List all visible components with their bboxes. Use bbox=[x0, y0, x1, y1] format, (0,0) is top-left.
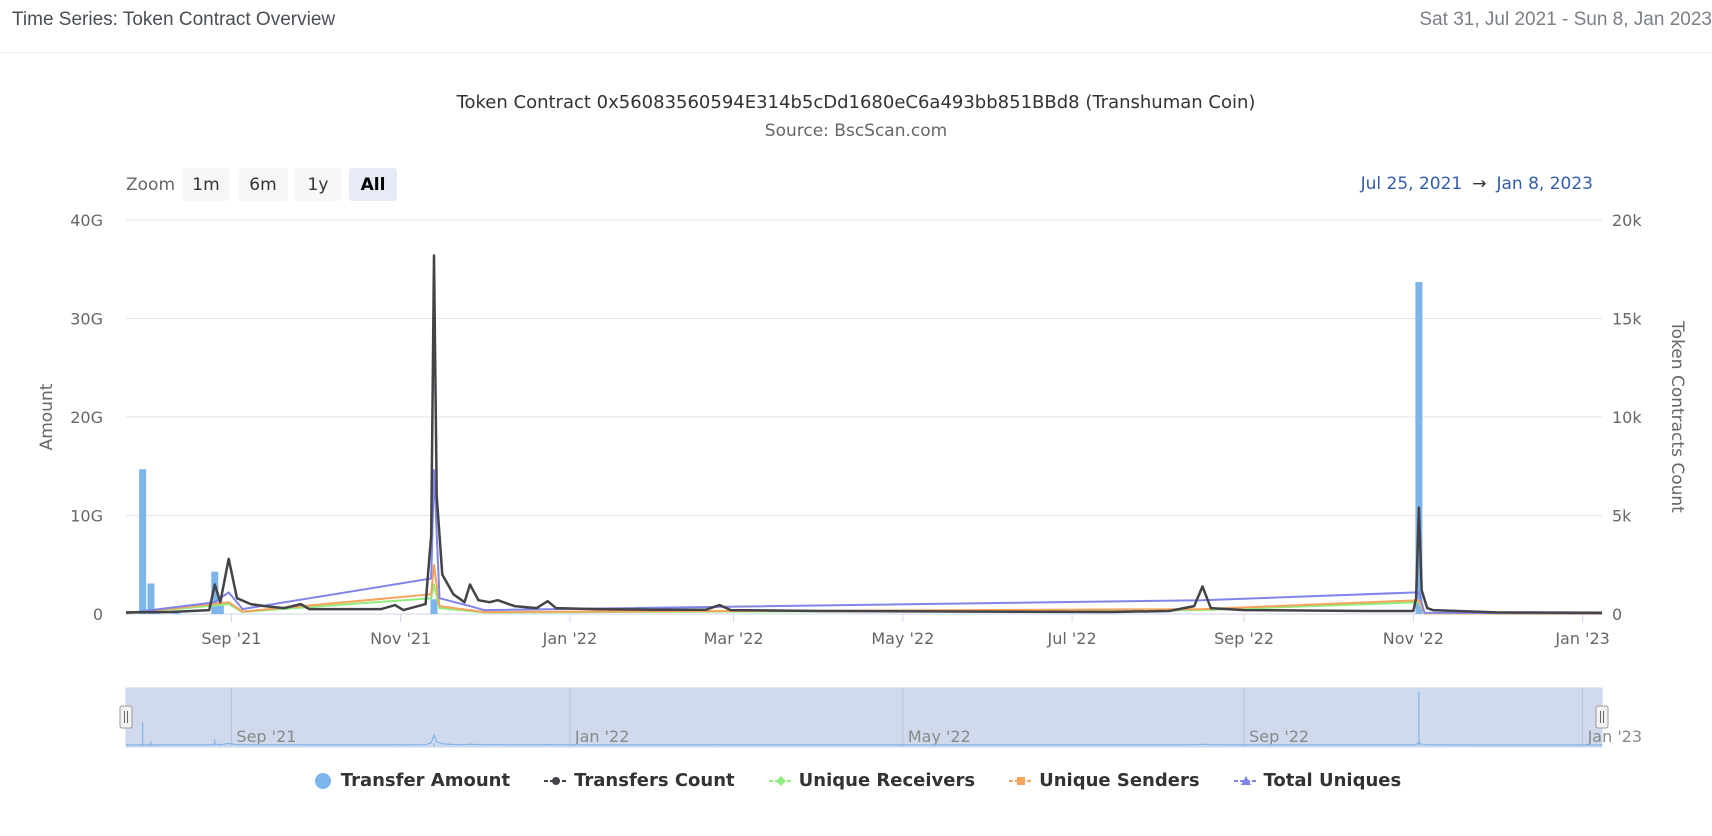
legend-label: Total Uniques bbox=[1263, 770, 1402, 791]
x-tick-label: Nov '21 bbox=[370, 629, 431, 648]
legend-label: Transfer Amount bbox=[340, 770, 511, 791]
y-right-tick-label: 5k bbox=[1612, 507, 1632, 526]
navigator-tick-label: Sep '21 bbox=[236, 727, 296, 746]
chart-legend: Transfer Amount Transfers Count Unique R… bbox=[0, 770, 1712, 791]
x-tick-label: Sep '22 bbox=[1214, 629, 1274, 648]
navigator-right-handle[interactable] bbox=[1595, 705, 1609, 729]
x-tick-label: Jul '22 bbox=[1047, 629, 1097, 648]
y-left-tick-label: 40G bbox=[70, 211, 103, 230]
line-diamond-icon bbox=[768, 775, 793, 786]
navigator-series-line bbox=[125, 733, 1602, 746]
zoom-6m-button[interactable]: 6m bbox=[238, 168, 288, 201]
range-from-input[interactable]: Jul 25, 2021 bbox=[1360, 174, 1463, 194]
transfer-amount-bar bbox=[139, 469, 147, 614]
circle-icon bbox=[314, 772, 331, 789]
legend-item-unique-receivers[interactable]: Unique Receivers bbox=[768, 770, 976, 791]
y-right-tick-label: 20k bbox=[1612, 211, 1642, 230]
navigator-left-handle[interactable] bbox=[119, 705, 133, 729]
zoom-all-button[interactable]: All bbox=[349, 168, 397, 201]
x-tick-label: Nov '22 bbox=[1383, 629, 1444, 648]
transfer-amount-bar bbox=[430, 599, 438, 614]
page-title: Time Series: Token Contract Overview bbox=[12, 9, 336, 30]
navigator-tick-label: Sep '22 bbox=[1249, 727, 1309, 746]
y-right-axis-label: Token Contracts Count bbox=[1667, 320, 1687, 513]
zoom-label: Zoom bbox=[126, 175, 176, 195]
legend-item-unique-senders[interactable]: Unique Senders bbox=[1009, 770, 1200, 791]
y-left-axis-label: Amount bbox=[37, 383, 57, 450]
y-left-tick-label: 0 bbox=[93, 605, 103, 624]
y-left-tick-label: 30G bbox=[70, 310, 103, 329]
line-circle-icon bbox=[544, 776, 569, 785]
page-header: Time Series: Token Contract Overview Sat… bbox=[0, 0, 1712, 53]
transfer-amount-bar bbox=[211, 571, 219, 614]
range-selector[interactable]: Jul 25, 2021 → Jan 8, 2023 bbox=[1361, 174, 1593, 194]
series-line-unique-senders bbox=[125, 563, 1603, 615]
range-to-input[interactable]: Jan 8, 2023 bbox=[1496, 174, 1594, 194]
transfer-amount-bar bbox=[172, 612, 180, 614]
legend-label: Unique Receivers bbox=[798, 770, 976, 791]
x-tick-label: May '22 bbox=[871, 629, 934, 648]
legend-label: Transfers Count bbox=[574, 770, 735, 791]
transfer-amount-bar bbox=[216, 602, 224, 614]
line-square-icon bbox=[1009, 776, 1034, 785]
x-tick-label: Jan '23 bbox=[1554, 629, 1610, 648]
line-triangle-icon bbox=[1233, 775, 1258, 785]
chart-title: Token Contract 0x56083560594E314b5cDd168… bbox=[456, 92, 1256, 113]
legend-item-total-uniques[interactable]: Total Uniques bbox=[1233, 770, 1402, 791]
x-tick-label: Sep '21 bbox=[201, 629, 261, 648]
series-line-transfers-count bbox=[125, 254, 1603, 615]
x-tick-label: Jan '22 bbox=[542, 629, 598, 648]
zoom-1m-button[interactable]: 1m bbox=[182, 168, 230, 201]
navigator-tick-label: Jan '23 bbox=[1587, 727, 1643, 746]
transfer-amount-bar bbox=[1415, 282, 1423, 614]
zoom-1y-button[interactable]: 1y bbox=[294, 168, 342, 201]
chart-subtitle: Source: BscScan.com bbox=[764, 121, 948, 141]
navigator-tick-label: May '22 bbox=[908, 727, 971, 746]
chart-svg: 0 10G 20G 30G 40G 0 5k 10k 15k 20k Amount Token Con… bbox=[37, 211, 1687, 748]
legend-label: Unique Senders bbox=[1039, 770, 1200, 791]
transfer-amount-bar bbox=[147, 583, 155, 614]
legend-item-transfer-amount[interactable]: Transfer Amount bbox=[311, 770, 510, 791]
legend-item-transfers-count[interactable]: Transfers Count bbox=[544, 770, 735, 791]
y-right-tick-label: 0 bbox=[1612, 605, 1622, 624]
range-arrow: → bbox=[1472, 174, 1487, 194]
y-right-tick-label: 10k bbox=[1612, 408, 1642, 427]
navigator-tick-label: Jan '22 bbox=[574, 727, 630, 746]
y-left-tick-label: 10G bbox=[70, 507, 103, 526]
y-right-tick-label: 15k bbox=[1612, 310, 1642, 329]
x-tick-label: Mar '22 bbox=[704, 629, 764, 648]
navigator-mask bbox=[125, 687, 1603, 748]
date-range-display: Sat 31, Jul 2021 - Sun 8, Jan 2023 bbox=[1419, 9, 1712, 30]
series-line-total-uniques bbox=[125, 469, 1603, 615]
y-left-tick-label: 20G bbox=[70, 408, 103, 427]
